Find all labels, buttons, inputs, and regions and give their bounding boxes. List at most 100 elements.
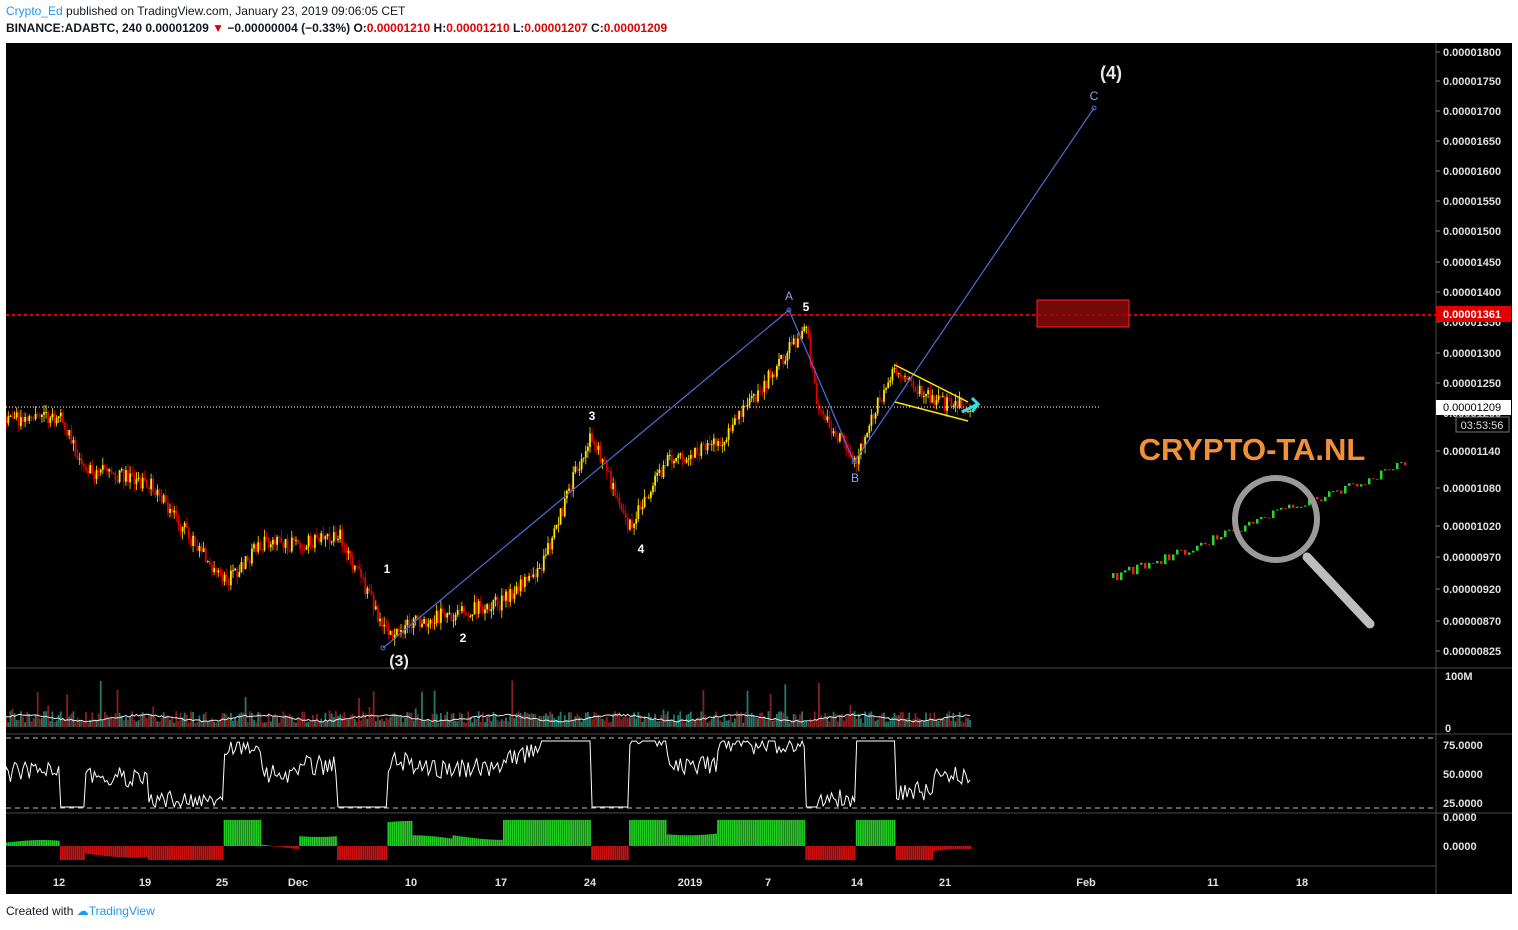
volume-bar (780, 711, 782, 727)
author-link[interactable]: Crypto_Ed (6, 4, 63, 18)
volume-bar (507, 721, 509, 727)
candle-body (171, 508, 173, 513)
candle-body (198, 545, 201, 552)
candle-body (265, 536, 268, 538)
volume-bar (379, 720, 381, 727)
tradingview-logo-icon[interactable]: ☁ (76, 904, 89, 918)
oscillator-bar (784, 820, 787, 846)
candle-body (341, 529, 344, 547)
volume-bar (347, 719, 350, 727)
candle-body (276, 536, 278, 545)
oscillator-bar (177, 846, 180, 860)
volume-bar (146, 718, 148, 727)
volume-bar (328, 710, 331, 727)
oscillator-bar (904, 846, 906, 860)
oscillator-bar (532, 820, 535, 846)
volume-bar (629, 717, 631, 727)
candle-body (59, 412, 62, 417)
candle-body (887, 382, 890, 389)
volume-bar (521, 714, 524, 727)
logo-candle (1212, 535, 1215, 546)
oscillator-bar (22, 840, 24, 846)
candle-body (47, 411, 50, 423)
wave-point[interactable] (380, 645, 386, 651)
volume-bar (188, 722, 190, 727)
oscillator-bar (454, 835, 457, 846)
candle-body (13, 417, 16, 419)
oscillator-bar (899, 846, 902, 860)
candle-body (773, 374, 776, 377)
volume-bar (962, 722, 965, 727)
volume-bar (723, 715, 726, 727)
volume-bar (158, 721, 161, 727)
oscillator-bar (839, 846, 841, 860)
wave-point[interactable] (851, 459, 857, 465)
volume-bar (568, 712, 570, 727)
candle-body (95, 470, 98, 480)
candle-body (206, 561, 209, 563)
volume-bar (374, 721, 377, 727)
volume-bar (666, 711, 669, 727)
pennant-lower-line[interactable] (894, 401, 969, 422)
volume-bar (286, 716, 289, 727)
magnifier-handle-icon (1302, 552, 1375, 629)
candle-body (826, 416, 829, 421)
last-price: 0.00001209 (145, 21, 209, 35)
volume-bar (713, 715, 715, 727)
oscillator-bar (198, 846, 201, 860)
volume-bar (702, 690, 705, 727)
volume-bar (767, 711, 770, 727)
candle-body (471, 614, 474, 616)
volume-bar (49, 721, 52, 727)
volume-bar (696, 719, 698, 727)
tradingview-link[interactable]: TradingView (88, 904, 155, 918)
volume-bar (400, 715, 402, 727)
oscillator-bar (330, 836, 333, 846)
candle-body (152, 478, 155, 492)
resistance-zone[interactable] (1036, 299, 1130, 328)
oscillator-bar (929, 846, 932, 860)
price-axis-label: 0.00001700 (1443, 106, 1501, 118)
abc-wave-line[interactable] (382, 107, 1095, 649)
countdown-badge (1455, 416, 1510, 433)
oscillator-bar (469, 837, 472, 846)
candle-body (589, 433, 591, 447)
volume-bar (815, 720, 818, 727)
oscillator-bar (505, 820, 507, 846)
volume-bar (110, 716, 113, 727)
oscillator-bar (116, 846, 119, 858)
candle-body (576, 466, 579, 471)
candle-body (330, 541, 333, 543)
oscillator-bar (641, 820, 644, 846)
volume-bar (91, 712, 94, 727)
oscillator-bar (876, 820, 879, 846)
oscillator-bar (135, 846, 138, 858)
pennant-upper-line[interactable] (894, 364, 969, 403)
time-axis[interactable]: 12 19 25 Dec 10 17 24 2019 7 14 21 Feb 11 18 (53, 877, 1308, 889)
oscillator-bar (328, 836, 331, 846)
oscillator-bar (826, 846, 829, 860)
candle-body (946, 397, 948, 411)
candle-body (767, 370, 770, 389)
wave-point[interactable] (1091, 105, 1097, 111)
oscillator-bar (458, 836, 461, 846)
candle-body (948, 397, 950, 399)
volume-bar (595, 713, 598, 727)
chart-svg[interactable]: (3) (4) 1 2 3 4 5 A B C CRYPTO-TA.NL 0.0… (0, 43, 1512, 894)
oscillator-bar (614, 846, 617, 860)
chart-area[interactable]: (3) (4) 1 2 3 4 5 A B C CRYPTO-TA.NL 0.0… (0, 43, 1512, 894)
candle-body (156, 489, 159, 496)
oscillator-bar (204, 846, 207, 860)
volume-bar (282, 711, 285, 727)
oscillator-bar (694, 835, 696, 846)
oscillator-bar (101, 846, 104, 856)
wave-point[interactable] (786, 307, 792, 313)
candle-body (423, 618, 425, 624)
volume-bar (587, 712, 589, 727)
resistance-price-badge (1436, 306, 1511, 322)
oscillator-bar (561, 820, 564, 846)
volume-bar (217, 722, 220, 727)
price-axis[interactable]: 0.000018000.000017500.000017000.00001650… (1436, 47, 1501, 658)
logo-candle (1300, 506, 1303, 508)
volume-bar (612, 713, 614, 727)
